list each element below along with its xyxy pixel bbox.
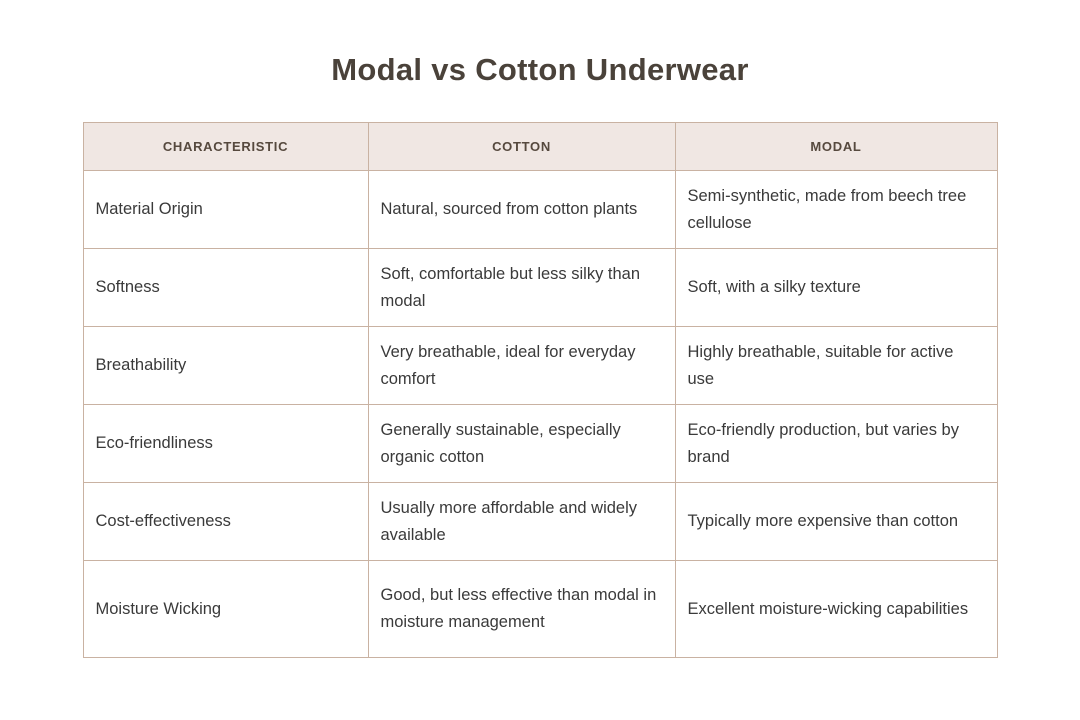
table-row: Cost-effectiveness Usually more affordab… (82, 482, 998, 561)
table-row: Moisture Wicking Good, but less effectiv… (82, 560, 998, 658)
comparison-table: CHARACTERISTIC COTTON MODAL Material Ori… (82, 122, 998, 658)
cell-cotton: Usually more affordable and widely avail… (367, 482, 676, 561)
cell-modal: Eco-friendly production, but varies by b… (674, 404, 998, 483)
cell-modal: Soft, with a silky texture (674, 248, 998, 327)
cell-cotton: Very breathable, ideal for everyday comf… (367, 326, 676, 405)
cell-cotton: Good, but less effective than modal in m… (367, 560, 676, 658)
cell-modal: Typically more expensive than cotton (674, 482, 998, 561)
cell-cotton: Soft, comfortable but less silky than mo… (367, 248, 676, 327)
cell-modal: Semi-synthetic, made from beech tree cel… (674, 170, 998, 249)
table-row: Breathability Very breathable, ideal for… (82, 326, 998, 405)
column-header-characteristic: CHARACTERISTIC (82, 122, 369, 171)
cell-modal: Highly breathable, suitable for active u… (674, 326, 998, 405)
cell-cotton: Natural, sourced from cotton plants (367, 170, 676, 249)
cell-characteristic: Cost-effectiveness (82, 482, 369, 561)
table-header-row: CHARACTERISTIC COTTON MODAL (82, 122, 998, 171)
column-header-modal: MODAL (674, 122, 998, 171)
cell-characteristic: Softness (82, 248, 369, 327)
cell-cotton: Generally sustainable, especially organi… (367, 404, 676, 483)
cell-characteristic: Eco-friendliness (82, 404, 369, 483)
page-title: Modal vs Cotton Underwear (331, 52, 749, 87)
cell-modal: Excellent moisture-wicking capabilities (674, 560, 998, 658)
column-header-cotton: COTTON (367, 122, 676, 171)
cell-characteristic: Breathability (82, 326, 369, 405)
table-row: Material Origin Natural, sourced from co… (82, 170, 998, 249)
cell-characteristic: Material Origin (82, 170, 369, 249)
cell-characteristic: Moisture Wicking (82, 560, 369, 658)
table-row: Softness Soft, comfortable but less silk… (82, 248, 998, 327)
table-row: Eco-friendliness Generally sustainable, … (82, 404, 998, 483)
